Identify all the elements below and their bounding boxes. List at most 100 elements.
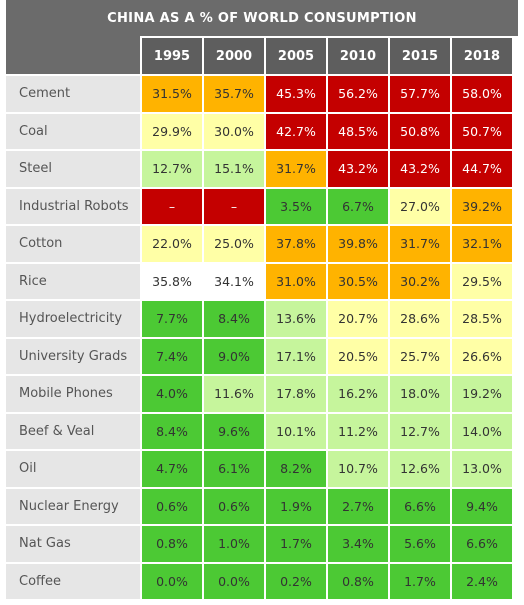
cell-coal-2018: 50.7% <box>452 113 512 149</box>
cell-coffee-2018: 2.4% <box>452 563 512 599</box>
cell-coal-2015: 50.8% <box>390 113 450 149</box>
cell-cement-1995: 31.5% <box>142 76 202 112</box>
cell-coffee-2000: 0.0% <box>204 563 264 599</box>
row-label-coffee: Coffee <box>6 563 140 599</box>
cell-industrial-robots-2005: 3.5% <box>266 188 326 224</box>
cell-industrial-robots-2010: 6.7% <box>328 188 388 224</box>
cell-cement-2000: 35.7% <box>204 76 264 112</box>
cell-nat-gas-2015: 5.6% <box>390 526 450 562</box>
cell-rice-2010: 30.5% <box>328 263 388 299</box>
row-label-rice: Rice <box>6 263 140 299</box>
cell-mobile-phones-2010: 16.2% <box>328 376 388 412</box>
cell-steel-2000: 15.1% <box>204 151 264 187</box>
cell-hydroelectricity-2018: 28.5% <box>452 301 512 337</box>
cell-cement-2010: 56.2% <box>328 76 388 112</box>
row-label-industrial-robots: Industrial Robots <box>6 188 140 224</box>
column-header-2005: 2005 <box>266 38 326 74</box>
cell-oil-1995: 4.7% <box>142 451 202 487</box>
cell-nat-gas-2010: 3.4% <box>328 526 388 562</box>
cell-cotton-2010: 39.8% <box>328 226 388 262</box>
cell-university-grads-2005: 17.1% <box>266 338 326 374</box>
row-label-coal: Coal <box>6 113 140 149</box>
cell-university-grads-2015: 25.7% <box>390 338 450 374</box>
cell-nat-gas-2005: 1.7% <box>266 526 326 562</box>
cell-hydroelectricity-2005: 13.6% <box>266 301 326 337</box>
cell-hydroelectricity-2000: 8.4% <box>204 301 264 337</box>
column-header-2015: 2015 <box>390 38 450 74</box>
cell-beef-veal-2018: 14.0% <box>452 413 512 449</box>
cell-coffee-2005: 0.2% <box>266 563 326 599</box>
cell-cement-2018: 58.0% <box>452 76 512 112</box>
cell-beef-veal-2000: 9.6% <box>204 413 264 449</box>
column-header-2000: 2000 <box>204 38 264 74</box>
cell-mobile-phones-1995: 4.0% <box>142 376 202 412</box>
cell-rice-1995: 35.8% <box>142 263 202 299</box>
cell-coffee-1995: 0.0% <box>142 563 202 599</box>
row-label-oil: Oil <box>6 451 140 487</box>
cell-mobile-phones-2000: 11.6% <box>204 376 264 412</box>
cell-oil-2000: 6.1% <box>204 451 264 487</box>
cell-coal-1995: 29.9% <box>142 113 202 149</box>
row-label-nuclear-energy: Nuclear Energy <box>6 488 140 524</box>
cell-rice-2000: 34.1% <box>204 263 264 299</box>
cell-industrial-robots-2015: 27.0% <box>390 188 450 224</box>
cell-industrial-robots-1995: – <box>142 188 202 224</box>
cell-oil-2005: 8.2% <box>266 451 326 487</box>
cell-nuclear-energy-1995: 0.6% <box>142 488 202 524</box>
cell-steel-2010: 43.2% <box>328 151 388 187</box>
column-header-2010: 2010 <box>328 38 388 74</box>
cell-mobile-phones-2018: 19.2% <box>452 376 512 412</box>
cell-university-grads-2018: 26.6% <box>452 338 512 374</box>
cell-hydroelectricity-2010: 20.7% <box>328 301 388 337</box>
cell-oil-2015: 12.6% <box>390 451 450 487</box>
column-header-2018: 2018 <box>452 38 512 74</box>
cell-nuclear-energy-2018: 9.4% <box>452 488 512 524</box>
cell-nat-gas-1995: 0.8% <box>142 526 202 562</box>
cell-mobile-phones-2015: 18.0% <box>390 376 450 412</box>
cell-nuclear-energy-2015: 6.6% <box>390 488 450 524</box>
row-label-beef-veal: Beef & Veal <box>6 413 140 449</box>
column-header-1995: 1995 <box>142 38 202 74</box>
cell-cotton-1995: 22.0% <box>142 226 202 262</box>
cell-steel-1995: 12.7% <box>142 151 202 187</box>
cell-steel-2005: 31.7% <box>266 151 326 187</box>
cell-university-grads-2000: 9.0% <box>204 338 264 374</box>
cell-coal-2010: 48.5% <box>328 113 388 149</box>
cell-steel-2015: 43.2% <box>390 151 450 187</box>
cell-cement-2015: 57.7% <box>390 76 450 112</box>
cell-university-grads-2010: 20.5% <box>328 338 388 374</box>
cell-coal-2000: 30.0% <box>204 113 264 149</box>
cell-hydroelectricity-1995: 7.7% <box>142 301 202 337</box>
cell-beef-veal-2010: 11.2% <box>328 413 388 449</box>
cell-beef-veal-2005: 10.1% <box>266 413 326 449</box>
row-label-nat-gas: Nat Gas <box>6 526 140 562</box>
cell-rice-2018: 29.5% <box>452 263 512 299</box>
cell-steel-2018: 44.7% <box>452 151 512 187</box>
row-label-cotton: Cotton <box>6 226 140 262</box>
row-label-university-grads: University Grads <box>6 338 140 374</box>
row-label-hydroelectricity: Hydroelectricity <box>6 301 140 337</box>
cell-cement-2005: 45.3% <box>266 76 326 112</box>
cell-nat-gas-2000: 1.0% <box>204 526 264 562</box>
cell-cotton-2000: 25.0% <box>204 226 264 262</box>
row-label-steel: Steel <box>6 151 140 187</box>
cell-nuclear-energy-2005: 1.9% <box>266 488 326 524</box>
cell-cotton-2005: 37.8% <box>266 226 326 262</box>
cell-mobile-phones-2005: 17.8% <box>266 376 326 412</box>
table-title: CHINA AS A % OF WORLD CONSUMPTION <box>6 0 518 36</box>
cell-oil-2018: 13.0% <box>452 451 512 487</box>
cell-industrial-robots-2018: 39.2% <box>452 188 512 224</box>
cell-beef-veal-1995: 8.4% <box>142 413 202 449</box>
cell-nuclear-energy-2010: 2.7% <box>328 488 388 524</box>
cell-cotton-2018: 32.1% <box>452 226 512 262</box>
cell-oil-2010: 10.7% <box>328 451 388 487</box>
cell-nuclear-energy-2000: 0.6% <box>204 488 264 524</box>
cell-coal-2005: 42.7% <box>266 113 326 149</box>
cell-rice-2005: 31.0% <box>266 263 326 299</box>
cell-coffee-2015: 1.7% <box>390 563 450 599</box>
row-label-cement: Cement <box>6 76 140 112</box>
cell-industrial-robots-2000: – <box>204 188 264 224</box>
cell-nat-gas-2018: 6.6% <box>452 526 512 562</box>
cell-beef-veal-2015: 12.7% <box>390 413 450 449</box>
